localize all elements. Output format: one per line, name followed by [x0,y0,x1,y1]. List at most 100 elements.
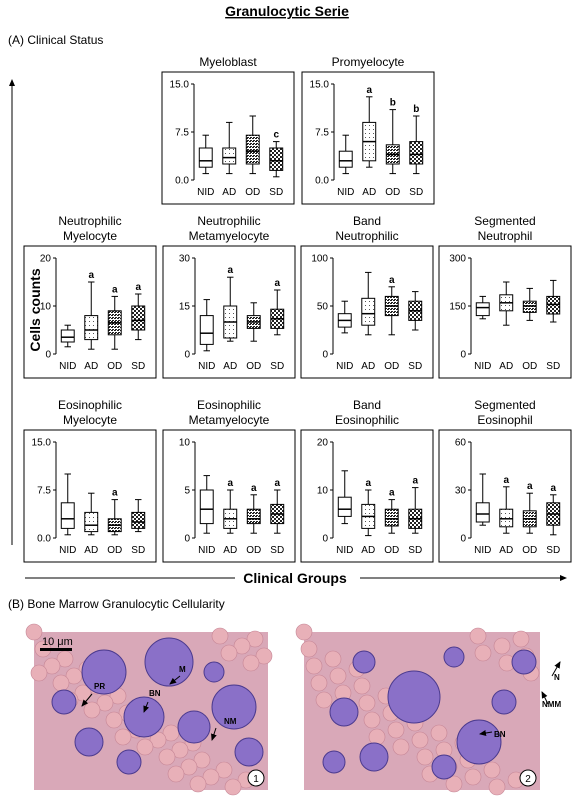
box [199,315,214,345]
x-tick-label: SD [131,361,145,372]
y-tick-label: 20 [40,254,52,265]
y-tick-label: 30 [179,254,191,265]
nucleated-cell [491,689,517,715]
cell-arrow [541,691,549,705]
y-tick-label: 0.0 [175,176,189,187]
chart-frame [300,429,434,563]
red-cell [430,724,448,742]
nucleated-cell [203,661,225,683]
significance-label: a [389,275,395,286]
x-tick-label: OD [385,187,400,198]
box [409,141,424,165]
red-cell [324,650,342,668]
significance-label: a [112,284,118,295]
y-tick-label: 0 [322,534,328,545]
chart-title: Band [353,214,381,228]
significance-label: a [412,476,418,487]
cell-arrow [479,730,493,736]
red-cell [315,691,333,709]
y-tick-label: 0 [460,534,466,545]
x-tick-label: AD [499,545,513,556]
box [546,295,561,315]
x-tick-label: AD [499,361,513,372]
chart-frame [23,429,157,563]
significance-label: a [550,483,556,494]
red-cell [300,640,318,658]
x-tick-label: SD [131,545,145,556]
significance-label: a [274,278,280,289]
x-tick-label: AD [84,361,98,372]
red-cell [246,630,264,648]
significance-label: a [227,265,233,276]
y-tick-label: 0.0 [315,176,329,187]
red-cell [392,738,410,756]
y-tick-label: 5 [184,486,190,497]
nucleated-cell [144,637,194,687]
cell-arrow [169,675,181,685]
red-cell [83,701,101,719]
cell-arrow [81,693,93,707]
box [499,508,514,528]
x-tick-label: NID [337,187,354,198]
panel-number-badge [519,769,537,787]
chart-title: Segmented [474,398,535,412]
red-cell [493,637,511,655]
red-cell [167,765,185,783]
x-tick-label: SD [408,361,422,372]
y-tick-label: 7.5 [175,128,189,139]
x-axis-label: Clinical Groups [243,570,347,586]
red-cell [215,761,233,779]
red-cell [136,738,154,756]
x-tick-label: NID [336,361,353,372]
chart-frame [161,71,295,205]
chart-title: Band [353,398,381,412]
box [522,300,537,313]
chart-title: Promyelocyte [332,55,405,69]
red-cell [488,778,506,796]
significance-label: a [112,488,118,499]
x-tick-label: AD [223,545,237,556]
y-tick-label: 7.5 [315,128,329,139]
chart-frame [438,245,572,379]
chart-frame [162,429,296,563]
red-cell [474,644,492,662]
red-cell [52,674,70,692]
y-tick-label: 150 [449,302,466,313]
cell-arrow [551,661,561,677]
nucleated-cell [329,697,359,727]
x-tick-label: SD [546,545,560,556]
red-cell [114,728,132,746]
y-tick-label: 10 [317,486,329,497]
panel-number: 2 [525,774,531,785]
y-tick-label: 300 [449,254,466,265]
x-tick-label: AD [84,545,98,556]
nucleated-cell [359,742,389,772]
y-tick-label: 100 [311,254,328,265]
red-cell [464,768,482,786]
nucleated-cell [322,750,346,774]
red-cell [180,758,198,776]
x-tick-label: SD [409,187,423,198]
significance-label: a [365,478,371,489]
red-cell [353,677,371,695]
red-cell [105,711,123,729]
x-tick-label: OD [522,545,537,556]
cell-arrow [211,727,217,741]
chart-title: Metamyelocyte [189,229,270,243]
red-cell [445,775,463,793]
significance-label: a [251,483,257,494]
red-cell [158,748,176,766]
red-cell [363,711,381,729]
x-tick-label: OD [384,545,399,556]
x-tick-label: NID [59,545,76,556]
x-tick-label: NID [336,545,353,556]
nucleated-cell [51,689,77,715]
chart-title: Eosinophil [477,413,532,427]
chart-title: Neutrophilic [58,214,121,228]
x-tick-label: NID [474,361,491,372]
y-tick-label: 15.0 [310,80,330,91]
nucleated-cell [443,646,465,668]
chart-title: Neutrophilic [197,214,260,228]
significance-label: a [503,475,509,486]
